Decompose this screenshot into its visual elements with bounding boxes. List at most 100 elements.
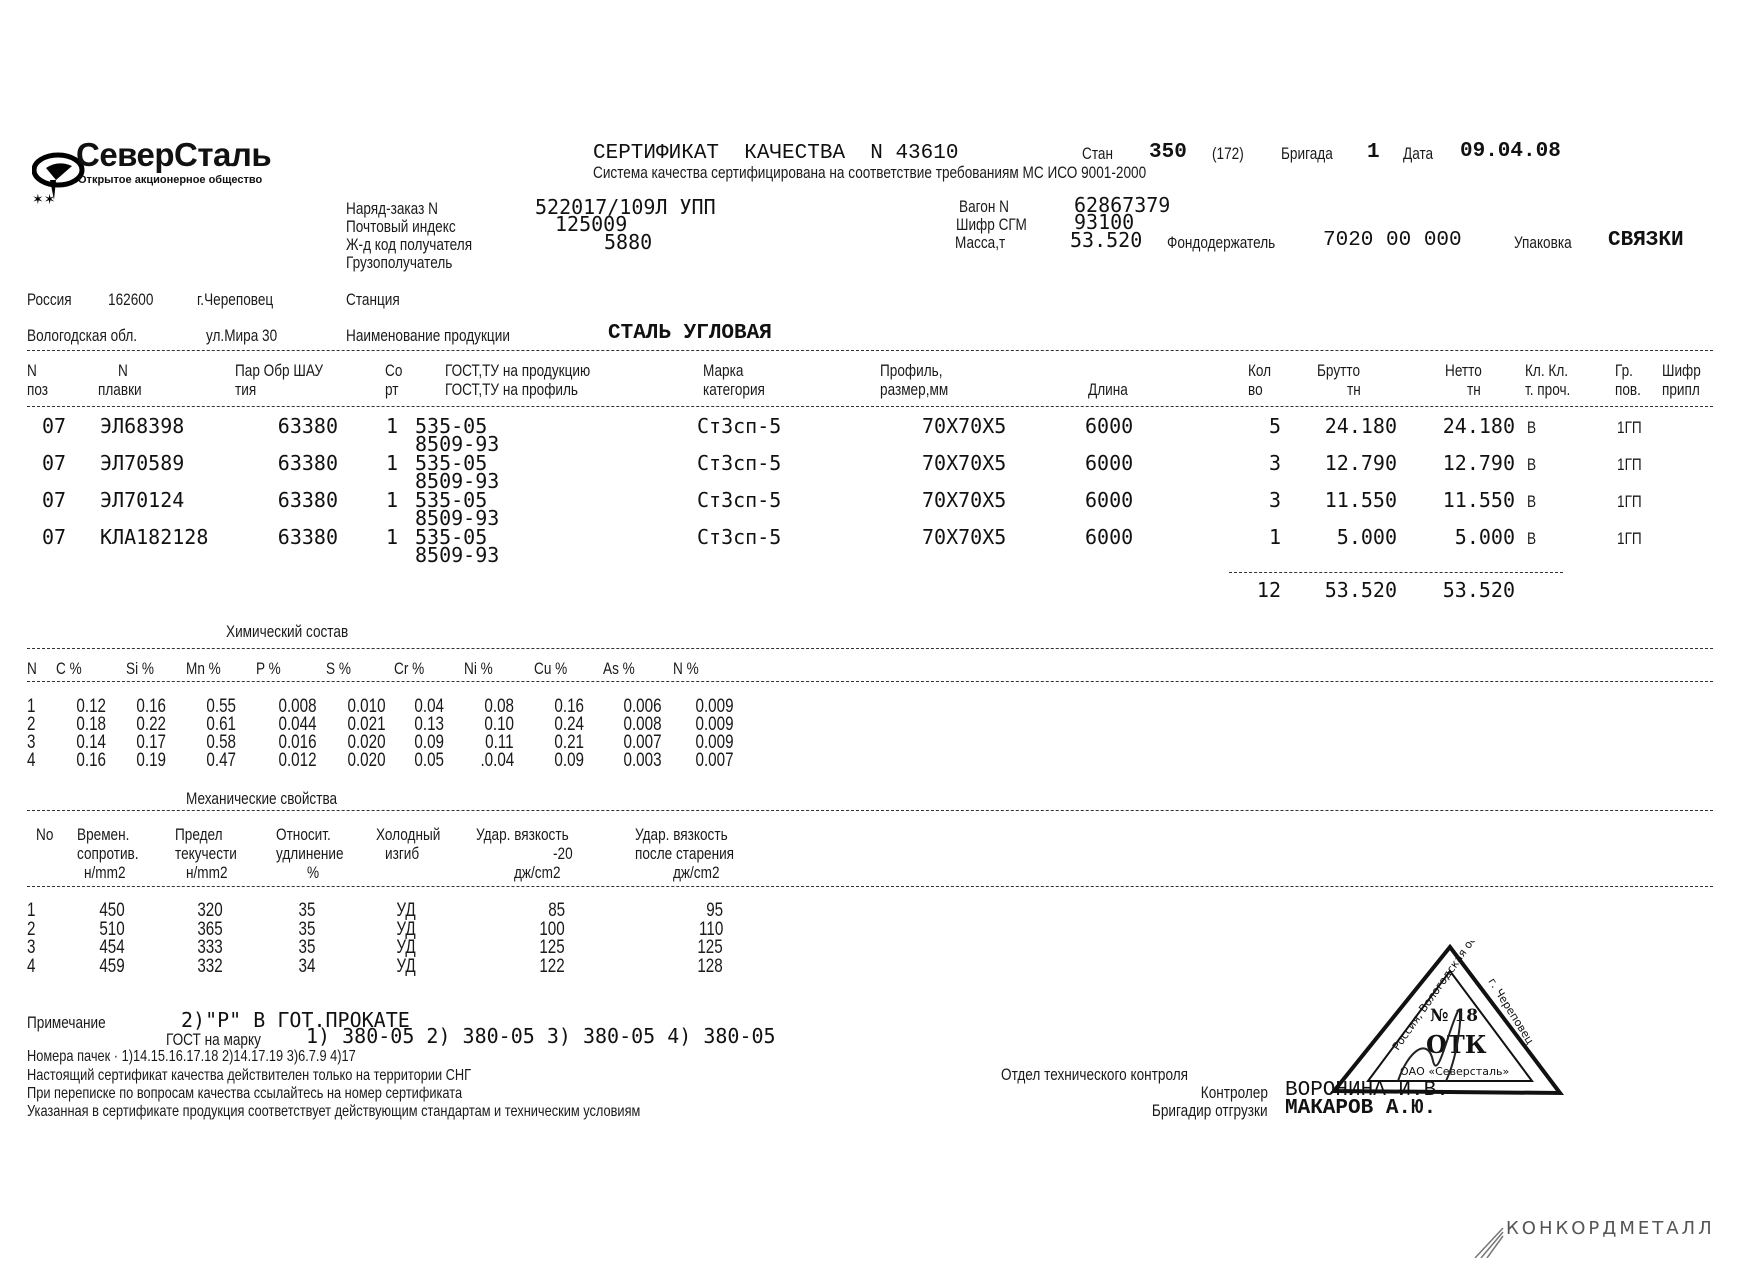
region: Вологодская обл. bbox=[27, 326, 138, 345]
total-gross: 53.520 bbox=[1324, 578, 1397, 602]
header-impact: Удар. вязкость bbox=[476, 825, 569, 844]
chem-cell: 0.10 bbox=[484, 714, 514, 735]
validity-note: Настоящий сертификат качества действител… bbox=[27, 1067, 472, 1084]
wagon-value: 62867379 bbox=[1074, 193, 1171, 217]
chem-cell: 0.009 bbox=[695, 696, 734, 717]
otk-stamp: Россия, Вологодская обл. г. Череповец ОА… bbox=[1320, 924, 1568, 1105]
header-net: тн bbox=[1467, 380, 1481, 399]
chem-cell: 0.58 bbox=[206, 732, 236, 753]
totals-divider bbox=[1229, 572, 1563, 573]
date-label: Дата bbox=[1403, 144, 1434, 163]
gost-grade-label: ГОСТ на марку bbox=[166, 1030, 261, 1049]
cell-profile: 70X70X5 bbox=[922, 414, 1007, 438]
header-impact: дж/cm2 bbox=[514, 863, 561, 882]
chem-cell: 0.24 bbox=[554, 714, 584, 735]
chem-cell: 0.009 bbox=[695, 714, 734, 735]
cell-poz: 07 bbox=[42, 488, 67, 512]
chem-cell: 0.020 bbox=[347, 750, 386, 771]
stan-extra: (172) bbox=[1212, 144, 1244, 163]
divider bbox=[27, 886, 1713, 887]
cell-group: 1ГП bbox=[1617, 492, 1642, 511]
chem-cell: 0.18 bbox=[76, 714, 106, 735]
divider bbox=[27, 350, 1713, 351]
mech-cell: 333 bbox=[197, 937, 223, 958]
mechanics-title: Механические свойства bbox=[186, 789, 338, 808]
cell-party: 63380 bbox=[277, 488, 338, 512]
header-poz: N bbox=[27, 361, 37, 380]
chem-cell: 0.16 bbox=[554, 696, 584, 717]
header-group: Гр. bbox=[1615, 361, 1633, 380]
header-gross: Брутто bbox=[1317, 361, 1361, 380]
header-code: припл bbox=[1662, 380, 1700, 399]
mech-cell: 450 bbox=[99, 900, 125, 921]
chem-header-cell: Mn % bbox=[186, 659, 221, 678]
cell-gross: 24.180 bbox=[1324, 414, 1397, 438]
pack-value: СВЯЗКИ bbox=[1608, 229, 1684, 252]
certification-note: Система качества сертифицирована на соот… bbox=[593, 163, 1147, 182]
header-elongation: Относит. bbox=[276, 825, 331, 844]
cell-class: В bbox=[1527, 418, 1537, 437]
header-aged: дж/cm2 bbox=[673, 863, 720, 882]
mech-cell: 85 bbox=[548, 900, 565, 921]
consignee-label: Грузополучатель bbox=[346, 253, 453, 272]
mech-cell: 125 bbox=[539, 937, 565, 958]
cell-group: 1ГП bbox=[1617, 418, 1642, 437]
rail-code-label: Ж-д код получателя bbox=[346, 235, 473, 254]
chem-header-cell: Cr % bbox=[394, 659, 425, 678]
pack-label: Упаковка bbox=[1514, 233, 1572, 252]
triangle-stamp-icon: Россия, Вологодская обл. г. Череповец ОА… bbox=[1329, 924, 1565, 1096]
cell-gost-profile: 8509-93 bbox=[415, 469, 500, 493]
brigade-value: 1 bbox=[1367, 141, 1380, 164]
mech-cell: 125 bbox=[697, 937, 723, 958]
cell-gost-profile: 8509-93 bbox=[415, 506, 500, 530]
mech-cell: УД bbox=[396, 955, 416, 977]
chem-cell: 0.17 bbox=[136, 732, 166, 753]
header-profile: размер,мм bbox=[880, 380, 949, 399]
foreman-label: Бригадир отгрузки bbox=[1152, 1101, 1268, 1120]
chem-cell: 0.007 bbox=[623, 732, 662, 753]
cell-profile: 70X70X5 bbox=[922, 488, 1007, 512]
chem-cell: 0.016 bbox=[278, 732, 317, 753]
mech-cell: 510 bbox=[99, 918, 125, 940]
cell-sort: 1 bbox=[386, 525, 399, 549]
mech-cell: 332 bbox=[197, 955, 223, 977]
header-tensile: сопротив. bbox=[77, 844, 139, 863]
header-sort: рт bbox=[385, 380, 399, 399]
header-bend: изгиб bbox=[385, 844, 420, 863]
city: г.Череповец bbox=[197, 290, 274, 309]
logo-subtitle: Открытое акционерное общество bbox=[78, 174, 263, 186]
cell-gost-product: 535-05 bbox=[415, 488, 488, 512]
mass-label: Масса,т bbox=[955, 233, 1006, 252]
cell-group: 1ГП bbox=[1617, 529, 1642, 548]
cell-gost-profile: 8509-93 bbox=[415, 543, 500, 567]
mech-cell: 3 bbox=[27, 937, 36, 958]
mech-cell: 122 bbox=[539, 955, 565, 977]
chem-cell: 0.16 bbox=[76, 750, 106, 771]
country: Россия bbox=[27, 290, 72, 309]
cell-qty: 3 bbox=[1268, 488, 1281, 512]
header-length: Длина bbox=[1088, 380, 1128, 399]
header-qty: Кол bbox=[1248, 361, 1272, 380]
cell-net: 5.000 bbox=[1454, 525, 1515, 549]
note-label: Примечание bbox=[27, 1013, 106, 1032]
header-yield: Предел bbox=[175, 825, 223, 844]
sgm-value: 93100 bbox=[1074, 210, 1135, 234]
watermark bbox=[1465, 1212, 1509, 1262]
chem-cell: 0.010 bbox=[347, 696, 386, 717]
mech-cell: УД bbox=[396, 900, 416, 921]
cell-gost-profile: 8509-93 bbox=[415, 432, 500, 456]
cell-length: 6000 bbox=[1085, 414, 1134, 438]
header-group: пов. bbox=[1615, 380, 1641, 399]
sgm-label: Шифр СГМ bbox=[956, 215, 1027, 234]
cell-qty: 1 bbox=[1268, 525, 1281, 549]
chem-cell: 0.22 bbox=[136, 714, 166, 735]
chem-header-cell: Ni % bbox=[464, 659, 493, 678]
cell-melt: ЭЛ70589 bbox=[100, 451, 185, 475]
header-class: т. проч. bbox=[1525, 380, 1571, 399]
chem-cell: 0.12 bbox=[76, 696, 106, 717]
cell-class: В bbox=[1527, 455, 1537, 474]
chem-cell: .0.04 bbox=[480, 750, 514, 771]
station-label: Станция bbox=[346, 290, 400, 309]
divider bbox=[27, 810, 1713, 811]
divider bbox=[27, 406, 1713, 407]
